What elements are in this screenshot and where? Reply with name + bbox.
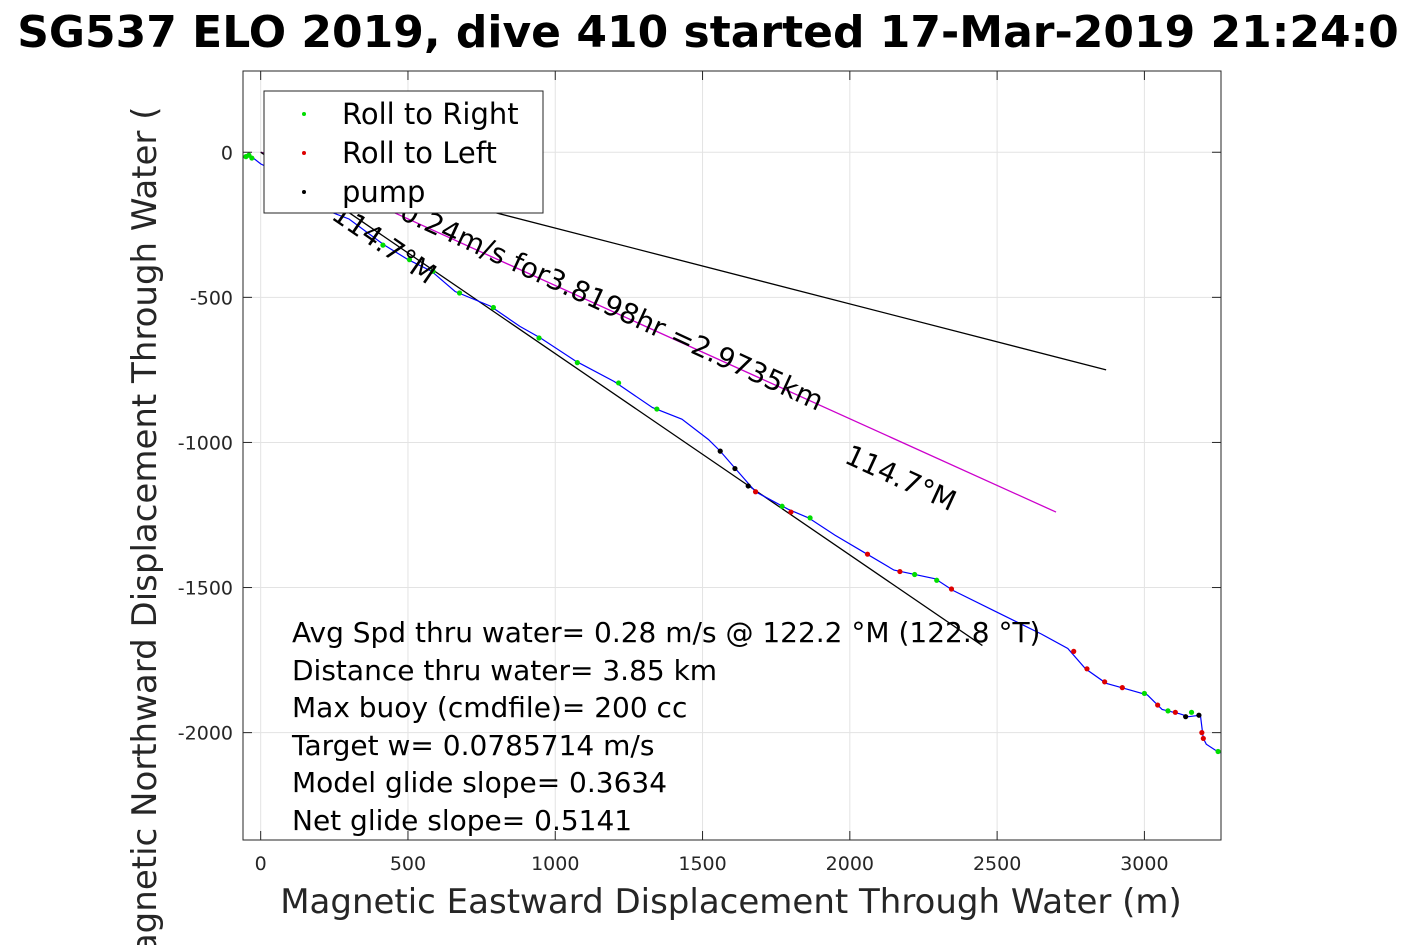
stat-net-glide-slope: Net glide slope= 0.5141	[292, 804, 632, 837]
roll-right-marker	[807, 515, 813, 521]
plot-frame	[242, 70, 1222, 841]
roll-left-marker	[1199, 730, 1205, 736]
roll-right-marker	[654, 406, 660, 412]
axis-ticks: 0 500 1000 1500 2000 2500 3000 0 -500 -1000 -1500 -…	[178, 71, 1221, 875]
roll-left-marker	[1071, 648, 1077, 654]
legend-label-roll-left: Roll to Left	[342, 136, 497, 170]
x-tick-label: 1000	[531, 853, 579, 875]
roll-right-marker	[1165, 708, 1171, 714]
roll-left-marker	[864, 551, 871, 557]
x-tick-label: 2500	[973, 853, 1021, 875]
x-tick-label: 3000	[1120, 853, 1168, 875]
roll-right-marker	[1141, 690, 1148, 697]
y-tick-label: -1000	[178, 432, 233, 454]
roll-right-marker	[1215, 748, 1221, 755]
x-tick-label: 500	[390, 853, 426, 875]
roll-right-marker	[934, 577, 940, 583]
stat-avg-speed: Avg Spd thru water= 0.28 m/s @ 122.2 °M …	[292, 616, 1040, 649]
roll-right-marker	[615, 380, 622, 386]
roll-right-marker	[456, 290, 463, 296]
stats-block: Avg Spd thru water= 0.28 m/s @ 122.2 °M …	[291, 616, 1040, 837]
y-tick-label: -500	[190, 287, 233, 309]
legend: Roll to Right Roll to Left pump	[263, 90, 544, 214]
roll-left-marker	[1155, 702, 1161, 708]
pump-marker	[1183, 714, 1189, 720]
roll-right-marker	[536, 335, 542, 341]
pump-marker	[717, 448, 723, 454]
pump-marker	[745, 483, 751, 489]
roll-right-marker	[406, 257, 413, 263]
course-line-3	[260, 151, 983, 647]
x-axis-label: Magnetic Eastward Displacement Through W…	[280, 882, 1182, 922]
roll-left-marker	[1119, 685, 1125, 691]
legend-box	[263, 90, 544, 214]
roll-right-marker	[430, 268, 436, 274]
legend-marker-roll-left	[302, 151, 306, 155]
pump-marker	[732, 465, 738, 472]
roll-right-marker	[490, 304, 496, 311]
roll-left-marker	[1200, 735, 1206, 742]
y-tick-label: 0	[221, 142, 233, 164]
roll-left-marker	[752, 489, 759, 495]
y-tick-label: -2000	[178, 723, 233, 745]
y-axis-label: Magnetic Northward Displacement Through …	[125, 107, 165, 945]
roll-right-marker	[380, 242, 386, 248]
roll-left-marker	[897, 568, 903, 575]
x-tick-label: 2000	[826, 853, 874, 875]
roll-right-marker	[912, 571, 918, 578]
roll-right-marker	[1188, 709, 1195, 715]
x-tick-label: 0	[255, 853, 267, 875]
roll-left-marker	[1084, 666, 1090, 672]
roll-left-marker	[948, 586, 955, 592]
stat-distance: Distance thru water= 3.85 km	[292, 654, 717, 687]
stat-model-glide-slope: Model glide slope= 0.3634	[292, 766, 667, 799]
roll-right-marker	[249, 155, 255, 161]
roll-right-marker	[779, 503, 785, 509]
legend-label-roll-right: Roll to Right	[342, 97, 519, 131]
roll-left-marker	[1172, 709, 1178, 715]
legend-marker-pump	[302, 190, 306, 194]
x-tick-label: 1500	[678, 853, 726, 875]
roll-left-marker	[1102, 679, 1108, 685]
roll-right-marker	[574, 360, 580, 366]
stat-target-w: Target w= 0.0785714 m/s	[291, 729, 654, 762]
legend-label-pump: pump	[342, 175, 425, 209]
chart-title: SG537 ELO 2019, dive 410 started 17-Mar-…	[17, 7, 1399, 58]
markers	[243, 152, 1221, 755]
stat-max-buoy: Max buoy (cmdfile)= 200 cc	[292, 691, 687, 724]
roll-left-marker	[788, 509, 794, 515]
legend-marker-roll-right	[302, 112, 306, 116]
y-tick-label: -1500	[178, 578, 233, 600]
pump-marker	[1196, 712, 1202, 718]
